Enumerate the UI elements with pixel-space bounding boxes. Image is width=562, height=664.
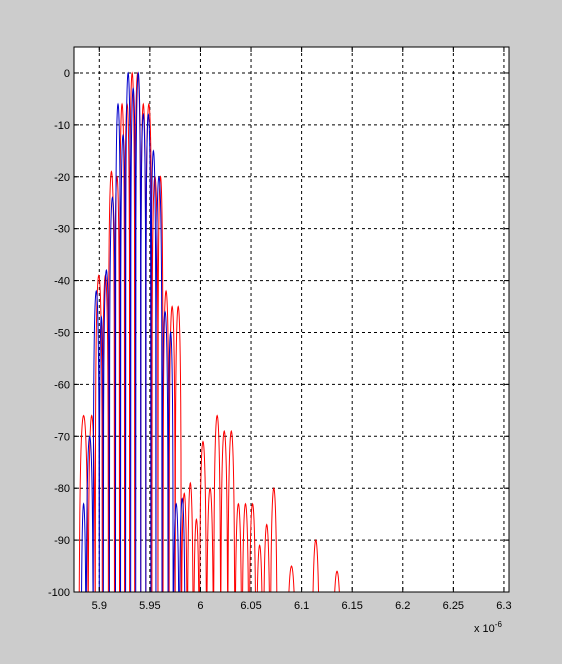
x-tick-label: 6.15 [341,600,362,612]
y-tick-label: -80 [54,483,70,495]
x-tick-label: 5.9 [92,600,107,612]
x-tick-label: 6.25 [443,600,464,612]
x-tick-label: 6.3 [496,600,511,612]
x-tick-label: 6.05 [240,600,261,612]
y-tick-label: -90 [54,535,70,547]
x-tick-label: 6.2 [395,600,410,612]
ticks: 5.9 5.95 6 6.05 6.1 6.15 6.2 6.25 6.3 0 -10 -20 -30 -… [48,47,512,612]
y-tick-label: -50 [54,327,70,339]
y-tick-label: -70 [54,431,70,443]
x-tick-label: 6.1 [294,600,309,612]
x-exponent-label: x 10-6 [474,620,502,635]
plot-area [74,47,509,592]
y-tick-label: -60 [54,379,70,391]
y-tick-label: -30 [54,224,70,236]
series-line-0 [78,71,340,592]
y-tick-label: 0 [64,68,70,80]
y-tick-label: -100 [48,587,70,599]
series-lines [78,71,340,592]
y-tick-label: -10 [54,120,70,132]
y-tick-label: -20 [54,172,70,184]
plot-frame [73,46,510,593]
x-tick-label: 6 [197,600,203,612]
y-tick-label: -40 [54,276,70,288]
series-line-1 [81,71,186,592]
x-tick-label: 5.95 [139,600,160,612]
